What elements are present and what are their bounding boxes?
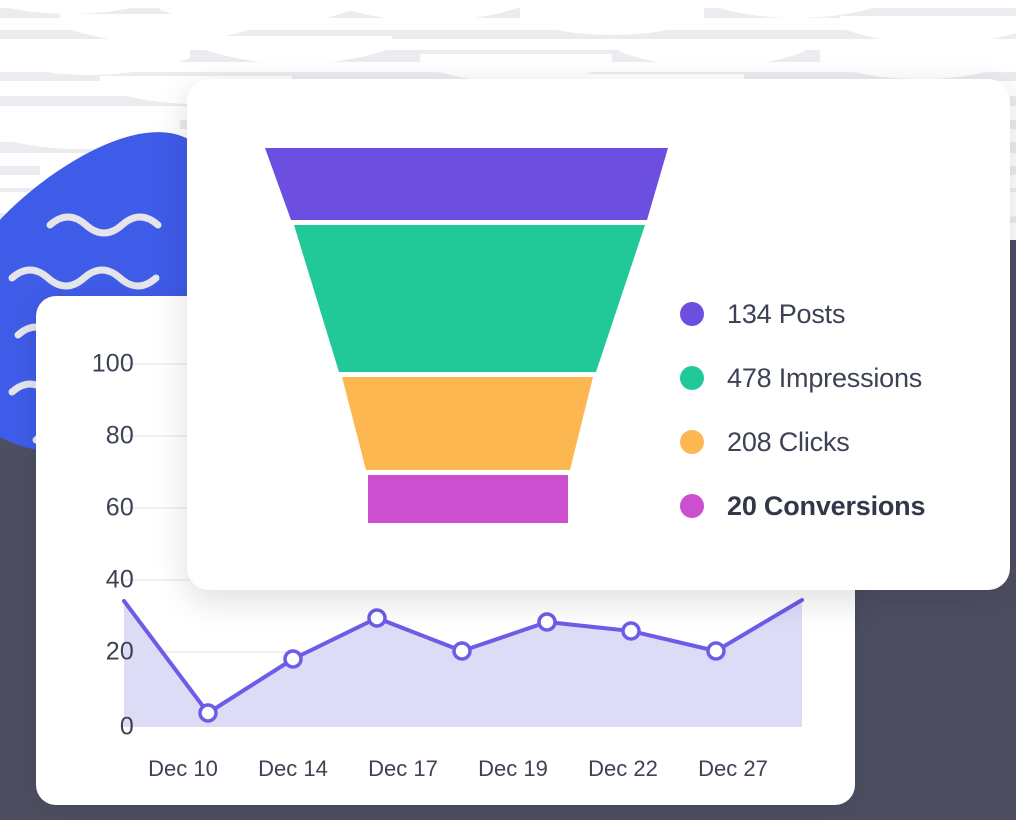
legend-dot-clicks [680,430,704,454]
legend-label-impressions: 478 Impressions [727,362,923,393]
y-tick-label: 80 [105,421,134,450]
y-tick-label: 20 [105,637,134,666]
legend-item-posts[interactable]: 134 Posts [680,282,980,346]
funnel-stage-clicks [342,377,593,470]
y-tick-label: 0 [119,712,134,741]
funnel-stage-posts [265,148,668,220]
funnel-chart-card: 134 Posts 478 Impressions 208 Clicks 20 … [187,79,1010,590]
x-tick-label: Dec 17 [368,756,438,781]
y-tick-label: 60 [105,493,134,522]
x-tick-label: Dec 22 [588,756,658,781]
legend-item-conversions[interactable]: 20 Conversions [680,474,980,538]
x-axis: Dec 10 Dec 14 Dec 17 Dec 19 Dec 22 Dec 2… [36,296,855,805]
legend-item-impressions[interactable]: 478 Impressions [680,346,980,410]
legend-label-posts: 134 Posts [727,298,846,329]
legend-dot-impressions [680,366,704,390]
legend-item-clicks[interactable]: 208 Clicks [680,410,980,474]
funnel-stage-conversions [368,475,568,523]
legend-dot-posts [680,302,704,326]
funnel-chart [265,148,668,523]
y-axis: 0 20 40 60 80 100 [36,296,134,805]
funnel-legend: 134 Posts 478 Impressions 208 Clicks 20 … [680,282,980,538]
y-tick-label: 100 [91,349,134,378]
data-point-markers [198,608,726,723]
legend-dot-conversions [680,494,704,518]
x-tick-label: Dec 14 [258,756,328,781]
funnel-stage-impressions [294,225,645,372]
x-tick-label: Dec 10 [148,756,218,781]
legend-label-clicks: 208 Clicks [727,426,850,457]
x-tick-label: Dec 27 [698,756,768,781]
x-tick-label: Dec 19 [478,756,548,781]
legend-label-conversions: 20 Conversions [727,490,926,521]
y-tick-label: 40 [105,565,134,594]
